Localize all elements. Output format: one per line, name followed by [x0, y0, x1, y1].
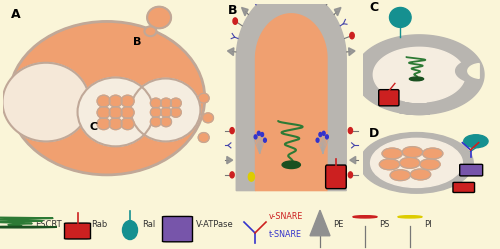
FancyBboxPatch shape	[378, 90, 399, 106]
Circle shape	[97, 118, 110, 130]
Polygon shape	[468, 63, 479, 78]
Text: B: B	[228, 3, 237, 17]
Circle shape	[160, 117, 172, 127]
Text: C: C	[369, 1, 378, 14]
Polygon shape	[242, 7, 248, 16]
Circle shape	[319, 132, 322, 136]
Text: t-SNARE: t-SNARE	[269, 230, 302, 239]
Circle shape	[160, 107, 172, 117]
Circle shape	[410, 169, 430, 180]
Circle shape	[382, 148, 402, 159]
Text: C: C	[90, 122, 98, 132]
Circle shape	[398, 216, 422, 218]
Circle shape	[360, 132, 473, 193]
Circle shape	[326, 135, 328, 139]
Circle shape	[121, 118, 134, 130]
Circle shape	[97, 95, 110, 107]
Text: D: D	[369, 127, 380, 140]
Circle shape	[400, 157, 420, 168]
Polygon shape	[348, 48, 355, 56]
Ellipse shape	[144, 26, 156, 36]
Circle shape	[109, 118, 122, 130]
Circle shape	[390, 170, 410, 181]
Circle shape	[121, 95, 134, 107]
Polygon shape	[354, 35, 484, 115]
Circle shape	[353, 216, 377, 218]
Polygon shape	[236, 0, 346, 191]
Circle shape	[97, 107, 110, 119]
Circle shape	[316, 138, 319, 142]
Circle shape	[254, 135, 257, 139]
Circle shape	[202, 113, 213, 123]
FancyBboxPatch shape	[453, 182, 474, 192]
Circle shape	[464, 135, 488, 148]
Circle shape	[230, 172, 234, 178]
FancyBboxPatch shape	[460, 164, 482, 176]
Circle shape	[160, 98, 172, 108]
Circle shape	[150, 117, 162, 127]
Circle shape	[233, 18, 237, 24]
Ellipse shape	[9, 21, 205, 175]
Circle shape	[328, 173, 334, 181]
Circle shape	[150, 107, 162, 117]
Ellipse shape	[122, 221, 138, 240]
Circle shape	[150, 98, 162, 108]
FancyBboxPatch shape	[64, 223, 90, 239]
Polygon shape	[256, 14, 327, 191]
Text: PS: PS	[379, 220, 390, 229]
Circle shape	[348, 127, 352, 134]
Circle shape	[422, 148, 443, 159]
Circle shape	[322, 131, 325, 135]
Polygon shape	[228, 48, 234, 56]
Circle shape	[198, 132, 209, 142]
Circle shape	[170, 98, 181, 108]
Ellipse shape	[0, 226, 57, 228]
Text: Ral: Ral	[142, 220, 156, 229]
Circle shape	[380, 159, 400, 170]
Text: V-ATPase: V-ATPase	[196, 220, 234, 229]
Text: Rab: Rab	[92, 220, 108, 229]
FancyBboxPatch shape	[326, 165, 346, 189]
Polygon shape	[374, 47, 465, 102]
Text: PI: PI	[424, 220, 432, 229]
Polygon shape	[350, 156, 356, 164]
Circle shape	[402, 147, 422, 157]
Circle shape	[121, 107, 134, 119]
Text: B: B	[133, 37, 141, 47]
Circle shape	[147, 7, 171, 28]
Circle shape	[78, 77, 154, 146]
Circle shape	[170, 107, 181, 117]
Polygon shape	[456, 59, 479, 83]
Circle shape	[350, 32, 354, 39]
Circle shape	[131, 78, 200, 141]
Text: ESCRT: ESCRT	[35, 220, 62, 229]
Circle shape	[248, 173, 254, 181]
Polygon shape	[227, 156, 232, 164]
FancyBboxPatch shape	[162, 216, 192, 242]
Polygon shape	[334, 7, 341, 16]
Circle shape	[370, 138, 462, 187]
Circle shape	[258, 131, 260, 135]
Circle shape	[390, 7, 411, 27]
Ellipse shape	[282, 161, 300, 169]
Circle shape	[261, 132, 264, 136]
Circle shape	[109, 107, 122, 119]
Text: A: A	[11, 7, 21, 20]
Text: PE: PE	[334, 220, 344, 229]
Circle shape	[264, 138, 266, 142]
Text: v-SNARE: v-SNARE	[269, 212, 304, 221]
Ellipse shape	[410, 77, 424, 81]
Circle shape	[198, 93, 209, 103]
Circle shape	[420, 159, 440, 170]
Polygon shape	[310, 210, 330, 236]
Circle shape	[348, 172, 352, 178]
Circle shape	[109, 95, 122, 107]
Circle shape	[2, 63, 90, 141]
Circle shape	[230, 127, 234, 134]
